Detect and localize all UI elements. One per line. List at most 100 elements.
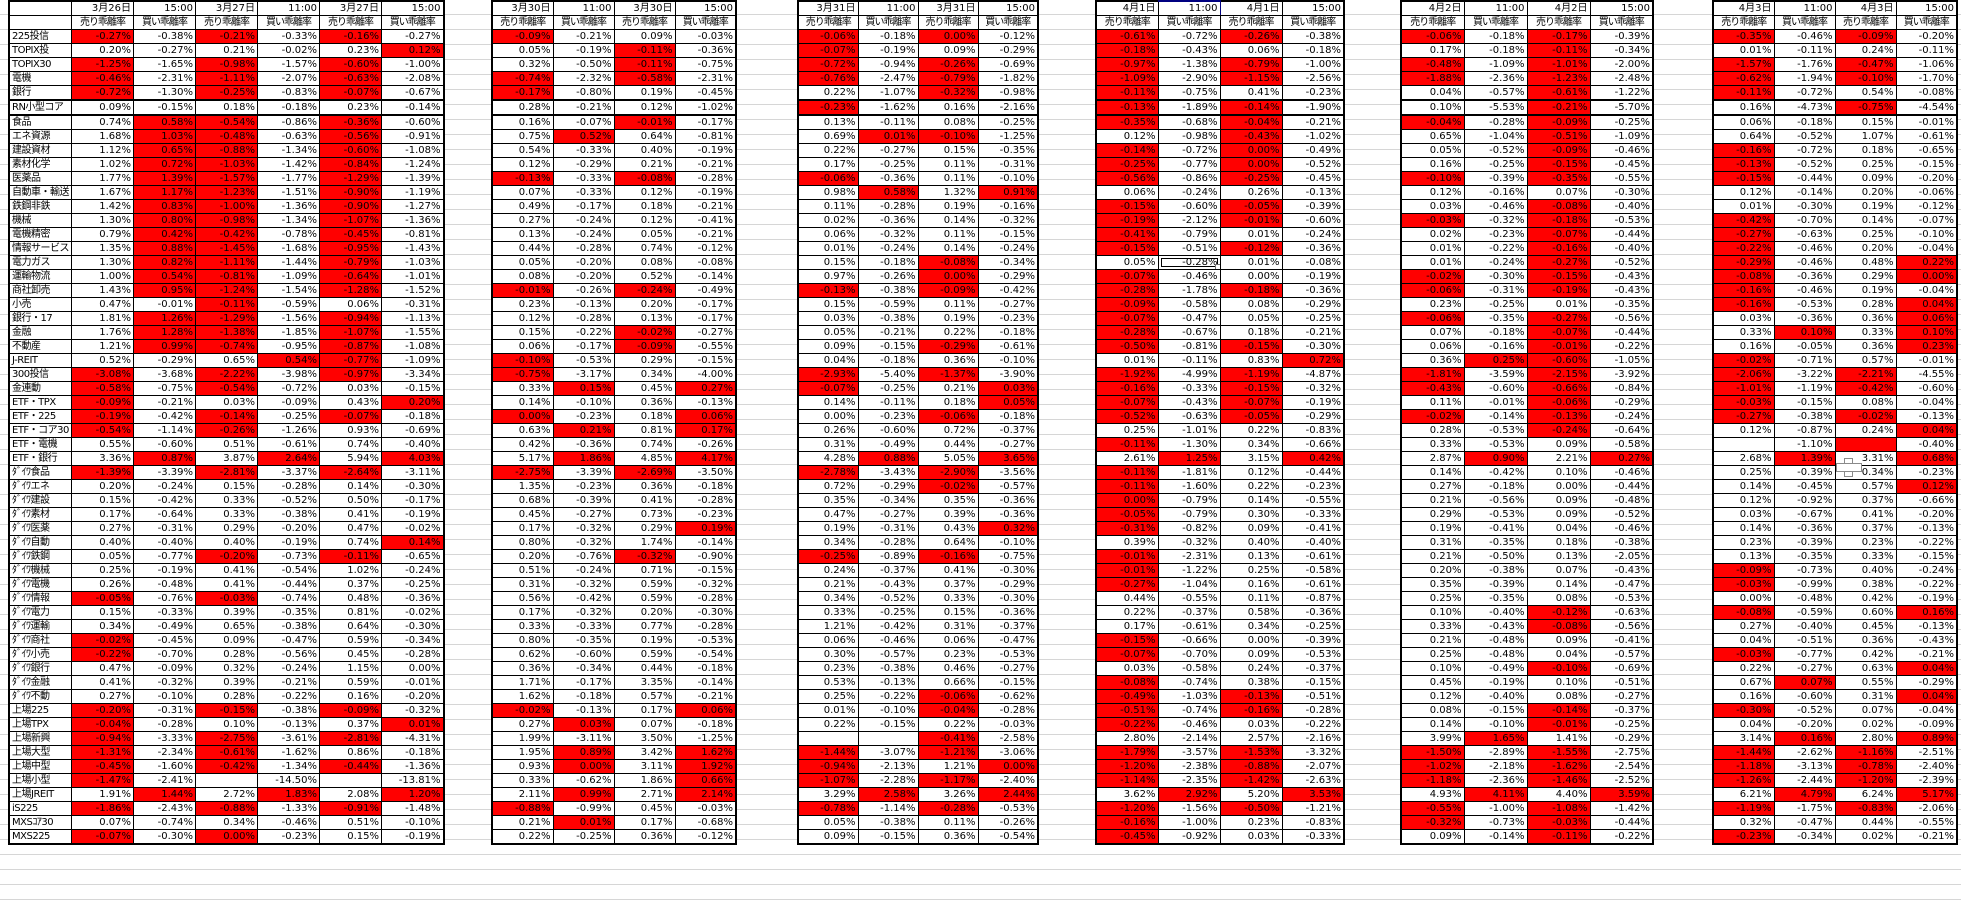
- cell[interactable]: 0.15%: [917, 143, 979, 158]
- cell[interactable]: -0.09%: [1526, 143, 1591, 158]
- cell[interactable]: 0.14%: [917, 213, 979, 228]
- cell[interactable]: 0.31%: [1834, 689, 1897, 704]
- cell[interactable]: -0.44%: [319, 759, 382, 774]
- cell[interactable]: -0.25%: [857, 157, 919, 172]
- cell[interactable]: 0.49%: [491, 199, 554, 214]
- cell[interactable]: -0.04%: [1895, 703, 1958, 718]
- cell[interactable]: 0.18%: [1526, 535, 1591, 550]
- cell[interactable]: -2.31%: [1157, 549, 1221, 564]
- cell[interactable]: -0.11%: [1095, 465, 1159, 480]
- cell[interactable]: -0.91%: [319, 801, 382, 816]
- cell[interactable]: 0.32%: [195, 661, 258, 676]
- cell[interactable]: 0.04%: [1712, 633, 1775, 648]
- cell[interactable]: -0.33%: [552, 185, 615, 200]
- cell[interactable]: 0.80%: [491, 535, 554, 550]
- cell[interactable]: -0.21%: [133, 395, 196, 410]
- cell[interactable]: 0.24%: [1834, 43, 1897, 58]
- cell[interactable]: -0.46%: [1589, 143, 1654, 158]
- cell[interactable]: 0.16%: [1712, 689, 1775, 704]
- cell[interactable]: -0.33%: [133, 605, 196, 620]
- cell[interactable]: 0.05%: [1095, 255, 1159, 270]
- sell-rate-header[interactable]: 売り乖離率: [1219, 15, 1283, 30]
- cell[interactable]: -0.49%: [857, 437, 919, 452]
- cell[interactable]: 0.31%: [797, 437, 859, 452]
- cell[interactable]: 0.74%: [613, 437, 676, 452]
- cell[interactable]: -0.49%: [1095, 689, 1159, 704]
- cell[interactable]: 0.16%: [1895, 605, 1958, 620]
- cell[interactable]: 0.11%: [917, 157, 979, 172]
- cell[interactable]: -0.34%: [381, 633, 444, 648]
- cell[interactable]: 3.15%: [1219, 451, 1283, 466]
- cell[interactable]: 0.38%: [1219, 675, 1283, 690]
- cell[interactable]: -0.02%: [381, 605, 444, 620]
- cell[interactable]: -0.53%: [674, 633, 737, 648]
- cell[interactable]: 0.15%: [1834, 114, 1897, 130]
- cell[interactable]: -0.24%: [552, 213, 615, 228]
- row-label[interactable]: ﾀﾞｲﾜ自動: [8, 535, 72, 550]
- cell[interactable]: -0.49%: [133, 619, 196, 634]
- cell[interactable]: -0.60%: [1895, 381, 1958, 396]
- cell[interactable]: -2.81%: [319, 731, 382, 746]
- cell[interactable]: -0.18%: [1773, 114, 1836, 130]
- cell[interactable]: -0.45%: [1589, 157, 1654, 172]
- cell[interactable]: 0.10%: [1895, 325, 1958, 340]
- cell[interactable]: -0.15%: [977, 675, 1039, 690]
- cell[interactable]: -0.27%: [1773, 661, 1836, 676]
- cell[interactable]: -1.06%: [1895, 57, 1958, 72]
- cell[interactable]: -0.11%: [1095, 85, 1159, 101]
- cell[interactable]: 1.43%: [71, 283, 134, 298]
- cell[interactable]: 0.90%: [1463, 451, 1528, 466]
- cell[interactable]: 1.32%: [917, 185, 979, 200]
- cell[interactable]: -0.11%: [195, 297, 258, 312]
- cell[interactable]: 4.28%: [797, 451, 859, 466]
- cell[interactable]: 0.41%: [71, 675, 134, 690]
- buy-rate-header[interactable]: 買い乖離率: [133, 15, 196, 30]
- row-label[interactable]: 300投信: [8, 367, 72, 382]
- cell[interactable]: -0.66%: [1895, 493, 1958, 508]
- cell[interactable]: -1.81%: [1400, 367, 1465, 382]
- cell[interactable]: -0.40%: [381, 437, 444, 452]
- cell[interactable]: -0.62%: [552, 773, 615, 788]
- sell-rate-header[interactable]: 売り乖離率: [917, 15, 979, 30]
- cell[interactable]: 0.44%: [1095, 591, 1159, 606]
- cell[interactable]: 0.34%: [195, 815, 258, 830]
- cell[interactable]: -0.11%: [857, 114, 919, 130]
- cell[interactable]: [1834, 437, 1897, 452]
- cell[interactable]: -0.36%: [977, 605, 1039, 620]
- cell[interactable]: -1.27%: [381, 199, 444, 214]
- cell[interactable]: -0.35%: [1526, 171, 1591, 186]
- cell[interactable]: -0.01%: [1526, 717, 1591, 732]
- cell[interactable]: 0.07%: [1526, 185, 1591, 200]
- cell[interactable]: -0.70%: [1157, 647, 1221, 662]
- time-header[interactable]: 15:00: [1281, 0, 1345, 16]
- cell[interactable]: -0.28%: [1095, 325, 1159, 340]
- row-label[interactable]: ETF・TPX: [8, 395, 72, 410]
- cell[interactable]: 0.29%: [613, 521, 676, 536]
- cell[interactable]: 0.93%: [491, 759, 554, 774]
- row-label[interactable]: iS225: [8, 801, 72, 816]
- cell[interactable]: -0.36%: [857, 171, 919, 186]
- cell[interactable]: 0.33%: [195, 507, 258, 522]
- cell[interactable]: 4.11%: [1463, 787, 1528, 802]
- cell[interactable]: 0.86%: [319, 745, 382, 760]
- cell[interactable]: -2.78%: [797, 465, 859, 480]
- cell[interactable]: -0.32%: [1463, 213, 1528, 228]
- cell[interactable]: -0.09%: [491, 29, 554, 44]
- cell[interactable]: -1.44%: [257, 255, 320, 270]
- cell[interactable]: 0.28%: [195, 647, 258, 662]
- cell[interactable]: -0.38%: [257, 703, 320, 718]
- cell[interactable]: 0.39%: [195, 605, 258, 620]
- cell[interactable]: 0.41%: [195, 577, 258, 592]
- cell[interactable]: -0.98%: [1157, 129, 1221, 144]
- cell[interactable]: -1.07%: [857, 85, 919, 101]
- row-label[interactable]: 上場大型: [8, 745, 72, 760]
- cell[interactable]: -2.31%: [674, 71, 737, 86]
- cell[interactable]: -0.14%: [1773, 185, 1836, 200]
- cell[interactable]: -0.42%: [1463, 465, 1528, 480]
- cell[interactable]: -1.02%: [674, 99, 737, 116]
- cell[interactable]: -0.77%: [1157, 157, 1221, 172]
- cell[interactable]: 0.03%: [552, 717, 615, 732]
- cell[interactable]: -0.53%: [1463, 507, 1528, 522]
- cell[interactable]: 0.23%: [1219, 815, 1283, 830]
- cell[interactable]: 0.45%: [1400, 675, 1465, 690]
